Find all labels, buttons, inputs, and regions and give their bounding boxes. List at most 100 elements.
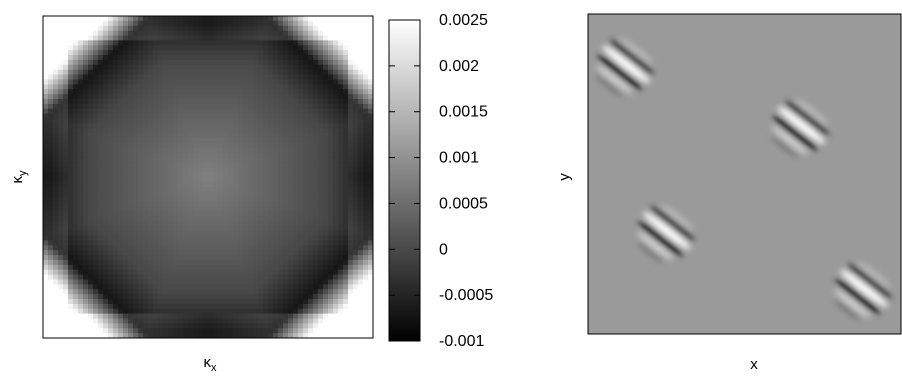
heatmap-cell	[98, 118, 104, 124]
heatmap-cell	[68, 308, 74, 315]
heatmap-cell	[113, 225, 119, 232]
heatmap-cell	[93, 181, 99, 188]
heatmap-cell	[298, 255, 304, 261]
heatmap-cell	[138, 220, 144, 227]
heatmap-cell	[143, 79, 149, 85]
heatmap-cell	[138, 181, 144, 188]
heatmap-cell	[283, 64, 289, 71]
heatmap-cell	[253, 255, 259, 261]
heatmap-cell	[48, 25, 54, 32]
heatmap-cell	[108, 255, 114, 261]
heatmap-cell	[83, 147, 89, 154]
heatmap-cell	[138, 255, 144, 261]
heatmap-cell	[93, 25, 99, 32]
heatmap-cell	[248, 191, 254, 198]
heatmap-cell	[108, 264, 114, 271]
heatmap-cell	[173, 84, 179, 90]
heatmap-cell	[298, 98, 304, 105]
heatmap-cell	[258, 147, 264, 154]
heatmap-cell	[223, 94, 229, 100]
heatmap-cell	[88, 118, 94, 124]
heatmap-cell	[273, 59, 279, 66]
heatmap-cell	[213, 186, 219, 193]
heatmap-cell	[268, 289, 274, 295]
heatmap-cell	[303, 177, 309, 183]
heatmap-cell	[158, 79, 164, 85]
heatmap-cell	[83, 157, 89, 163]
heatmap-cell	[343, 240, 349, 246]
heatmap-cell	[78, 113, 84, 120]
heatmap-cell	[353, 318, 359, 324]
heatmap-cell	[153, 186, 159, 193]
heatmap-cell	[108, 30, 114, 37]
heatmap-cell	[233, 289, 239, 295]
heatmap-cell	[228, 220, 234, 227]
heatmap-cell	[118, 328, 124, 334]
heatmap-cell	[233, 284, 239, 290]
heatmap-cell	[108, 147, 114, 154]
heatmap-cell	[178, 118, 184, 124]
heatmap-cell	[318, 113, 324, 120]
heatmap-cell	[83, 279, 89, 285]
heatmap-cell	[193, 152, 199, 159]
heatmap-cell	[173, 274, 179, 281]
heatmap-cell	[253, 108, 259, 115]
heatmap-cell	[258, 94, 264, 100]
heatmap-cell	[143, 177, 149, 183]
heatmap-cell	[123, 313, 129, 320]
heatmap-cell	[83, 181, 89, 188]
heatmap-cell	[133, 40, 139, 46]
heatmap-cell	[78, 172, 84, 178]
heatmap-cell	[208, 191, 214, 198]
heatmap-cell	[273, 108, 279, 115]
heatmap-cell	[318, 118, 324, 124]
heatmap-cell	[223, 25, 229, 32]
heatmap-cell	[313, 98, 319, 105]
heatmap-cell	[318, 289, 324, 295]
heatmap-cell	[93, 318, 99, 324]
heatmap-cell	[253, 118, 259, 124]
heatmap-cell	[363, 303, 369, 310]
heatmap-cell	[158, 206, 164, 212]
heatmap-cell	[133, 128, 139, 134]
heatmap-cell	[268, 118, 274, 124]
heatmap-cell	[258, 64, 264, 71]
heatmap-cell	[58, 220, 64, 227]
heatmap-cell	[358, 55, 364, 61]
heatmap-cell	[123, 216, 129, 222]
heatmap-cell	[268, 259, 274, 266]
heatmap-cell	[258, 59, 264, 66]
heatmap-cell	[343, 45, 349, 51]
heatmap-cell	[293, 206, 299, 212]
heatmap-cell	[258, 196, 264, 202]
heatmap-cell	[108, 50, 114, 56]
heatmap-cell	[113, 269, 119, 276]
heatmap-cell	[248, 230, 254, 237]
heatmap-cell	[233, 240, 239, 246]
heatmap-cell	[68, 225, 74, 232]
heatmap-cell	[303, 84, 309, 90]
heatmap-cell	[178, 313, 184, 320]
heatmap-cell	[103, 128, 109, 134]
heatmap-cell	[363, 30, 369, 37]
heatmap-cell	[223, 35, 229, 41]
heatmap-cell	[363, 298, 369, 305]
heatmap-cell	[288, 162, 294, 168]
heatmap-cell	[98, 50, 104, 56]
heatmap-cell	[148, 113, 154, 120]
heatmap-cell	[268, 89, 274, 95]
heatmap-cell	[228, 318, 234, 324]
heatmap-cell	[128, 264, 134, 271]
heatmap-cell	[163, 172, 169, 178]
heatmap-cell	[108, 16, 114, 22]
heatmap-cell	[368, 98, 373, 105]
heatmap-cell	[73, 84, 79, 90]
heatmap-cell	[353, 259, 359, 266]
heatmap-cell	[218, 113, 224, 120]
heatmap-cell	[63, 35, 69, 41]
heatmap-cell	[218, 303, 224, 310]
heatmap-cell	[123, 298, 129, 305]
heatmap-cell	[148, 206, 154, 212]
heatmap-cell	[168, 303, 174, 310]
heatmap-cell	[188, 94, 194, 100]
